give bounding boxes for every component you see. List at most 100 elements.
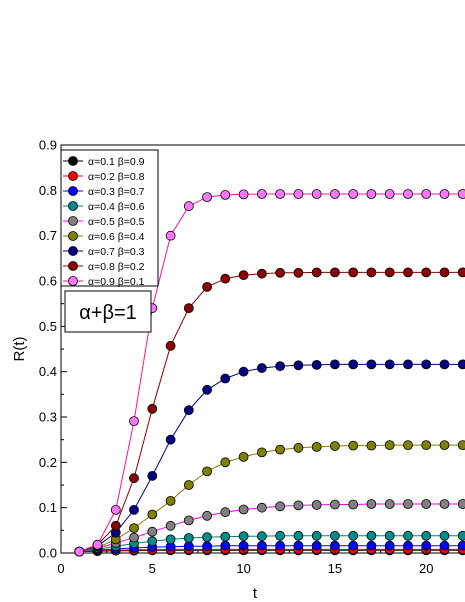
data-point bbox=[129, 504, 139, 515]
y-tick-label: 0.6 bbox=[39, 274, 57, 289]
legend: α=0.1 β=0.9 α=0.2 β=0.8 α=0.3 β=0.7 α=0.4 β… bbox=[60, 149, 159, 288]
legend-item: α=0.5 β=0.5 bbox=[63, 216, 145, 228]
legend-label: α=0.3 β=0.7 bbox=[88, 186, 145, 198]
data-point bbox=[384, 440, 395, 451]
data-point bbox=[165, 230, 176, 241]
data-point bbox=[403, 359, 413, 370]
data-point bbox=[256, 540, 267, 551]
data-point bbox=[421, 267, 432, 278]
y-tick-label: 0.3 bbox=[39, 410, 57, 425]
y-tick-label: 0.1 bbox=[39, 500, 57, 515]
data-point bbox=[457, 540, 465, 551]
data-point bbox=[275, 189, 286, 199]
data-point bbox=[329, 267, 340, 278]
data-point bbox=[275, 530, 286, 541]
data-point bbox=[183, 480, 194, 490]
data-point bbox=[439, 499, 450, 509]
data-point bbox=[238, 451, 249, 462]
annotation: α+β=1 bbox=[64, 290, 152, 333]
legend-box bbox=[60, 149, 159, 287]
legend-marker bbox=[68, 171, 78, 181]
data-point bbox=[165, 495, 176, 506]
data-point bbox=[311, 530, 322, 541]
data-point bbox=[403, 189, 413, 199]
data-point bbox=[439, 189, 450, 199]
data-point bbox=[165, 520, 176, 531]
data-point bbox=[147, 509, 158, 520]
data-point bbox=[384, 530, 395, 541]
data-point bbox=[403, 499, 413, 509]
legend-label: α=0.5 β=0.5 bbox=[88, 216, 145, 228]
data-point bbox=[348, 499, 359, 510]
data-point bbox=[457, 359, 465, 370]
data-point bbox=[384, 267, 395, 278]
data-point bbox=[275, 501, 286, 512]
legend-marker bbox=[68, 276, 78, 286]
x-tick-label: 15 bbox=[328, 561, 342, 576]
y-tick-label: 0.4 bbox=[39, 364, 57, 379]
legend-label: α=0.6 β=0.4 bbox=[88, 231, 145, 243]
data-point bbox=[275, 361, 286, 372]
legend-marker bbox=[68, 231, 78, 241]
data-point bbox=[329, 441, 340, 451]
data-point bbox=[293, 540, 304, 551]
data-point bbox=[202, 510, 213, 521]
data-point bbox=[183, 533, 194, 543]
data-point bbox=[366, 267, 377, 278]
data-point bbox=[220, 457, 231, 468]
data-point bbox=[293, 360, 304, 371]
data-point bbox=[403, 267, 413, 278]
legend-marker bbox=[68, 246, 78, 256]
y-axis-title: R(t) bbox=[11, 337, 28, 362]
data-point bbox=[384, 499, 395, 509]
data-point bbox=[220, 373, 231, 384]
legend-label: α=0.7 β=0.3 bbox=[88, 246, 145, 258]
data-point bbox=[165, 340, 176, 351]
legend-marker bbox=[68, 261, 78, 271]
data-point bbox=[366, 499, 377, 509]
data-point bbox=[439, 267, 450, 278]
data-point bbox=[439, 359, 450, 370]
data-point bbox=[238, 189, 249, 200]
data-point bbox=[293, 189, 304, 199]
legend-marker bbox=[68, 156, 78, 166]
data-point bbox=[366, 540, 377, 551]
data-point bbox=[256, 531, 267, 542]
data-point bbox=[256, 502, 267, 513]
data-point bbox=[147, 536, 158, 547]
legend-item: α=0.2 β=0.8 bbox=[63, 171, 145, 183]
x-tick-label: 5 bbox=[149, 561, 156, 576]
data-point bbox=[329, 530, 340, 541]
data-point bbox=[202, 192, 213, 203]
x-tick-label: 0 bbox=[57, 561, 64, 576]
data-point bbox=[220, 540, 231, 551]
data-point bbox=[457, 189, 465, 199]
x-axis-title: t bbox=[253, 585, 258, 602]
data-point bbox=[202, 281, 213, 292]
data-point bbox=[129, 473, 139, 484]
series-line bbox=[79, 363, 465, 553]
data-point bbox=[366, 359, 377, 370]
data-point bbox=[183, 515, 194, 526]
data-point bbox=[256, 268, 267, 279]
data-point bbox=[348, 189, 359, 199]
data-point bbox=[220, 507, 231, 518]
data-point bbox=[129, 532, 139, 543]
data-point bbox=[293, 267, 304, 278]
data-point bbox=[129, 523, 139, 533]
data-point bbox=[457, 440, 465, 450]
data-point bbox=[256, 189, 267, 199]
legend-item: α=0.6 β=0.4 bbox=[63, 231, 145, 243]
legend-item: α=0.3 β=0.7 bbox=[63, 186, 145, 198]
data-point bbox=[421, 189, 432, 199]
data-point bbox=[439, 440, 450, 451]
data-point bbox=[421, 530, 432, 541]
data-point bbox=[403, 530, 413, 541]
y-axis-ticks: 0.0 0.1 0.2 0.3 0.4 0.5 0.6 0.7 0.8 0.9 bbox=[39, 138, 67, 561]
data-point bbox=[366, 189, 377, 199]
data-point bbox=[457, 499, 465, 509]
data-point bbox=[403, 540, 413, 551]
data-point bbox=[348, 530, 359, 541]
data-point bbox=[275, 540, 286, 551]
data-point bbox=[220, 273, 231, 284]
